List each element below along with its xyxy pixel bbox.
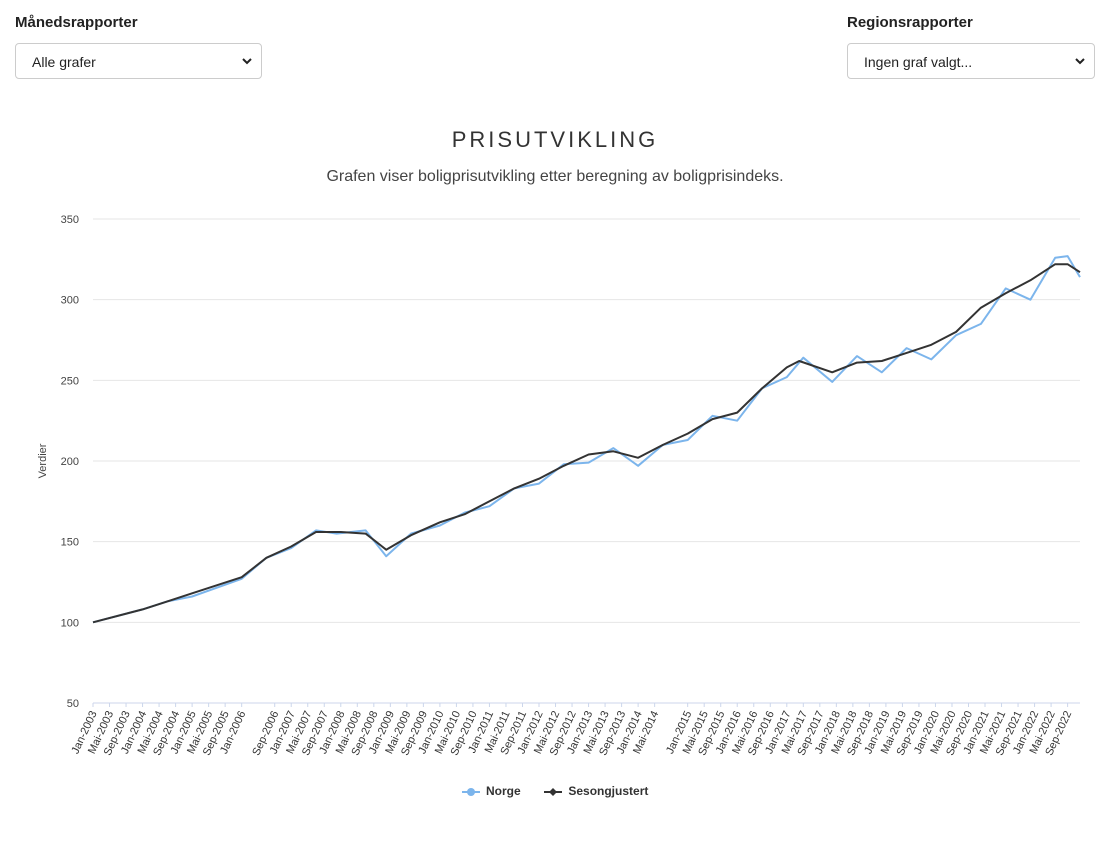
chart-title: PRISUTVIKLING [451, 127, 659, 152]
chevron-down-icon [1075, 58, 1085, 65]
legend-marker-norge [461, 787, 480, 796]
y-tick-label: 350 [61, 214, 79, 226]
legend-item-sesongjustert[interactable]: Sesongjustert [544, 784, 648, 798]
y-tick-label: 150 [61, 537, 79, 549]
chart-legend: Norge Sesongjustert [0, 784, 1110, 798]
chevron-down-icon [242, 58, 252, 65]
y-tick-label: 250 [61, 375, 79, 387]
legend-label-norge: Norge [485, 784, 521, 798]
legend-item-norge[interactable]: Norge [461, 784, 521, 798]
price-chart: 50100150200250300350VerdierJan-2003Mai-2… [37, 214, 1081, 758]
regional-reports-label: Regionsrapporter [847, 14, 973, 31]
regional-reports-select[interactable]: Ingen graf valgt... [847, 43, 1095, 79]
series-line-sesongjustert [92, 263, 1081, 624]
monthly-reports-label: Månedsrapporter [15, 14, 138, 31]
y-tick-label: 100 [61, 617, 79, 629]
chart-subtitle: Grafen viser boligprisutvikling etter be… [326, 168, 784, 185]
legend-marker-sesongjustert [544, 787, 562, 796]
monthly-reports-value: Alle grafer [32, 54, 96, 70]
legend-label-sesongjustert: Sesongjustert [568, 784, 649, 798]
y-tick-label: 200 [61, 456, 79, 468]
monthly-reports-select[interactable]: Alle grafer [15, 43, 262, 79]
y-tick-label: 300 [61, 295, 79, 307]
y-tick-label: 50 [67, 698, 79, 710]
series-line-norge [92, 255, 1081, 624]
y-axis-title: Verdier [37, 443, 49, 478]
regional-reports-value: Ingen graf valgt... [864, 54, 973, 70]
